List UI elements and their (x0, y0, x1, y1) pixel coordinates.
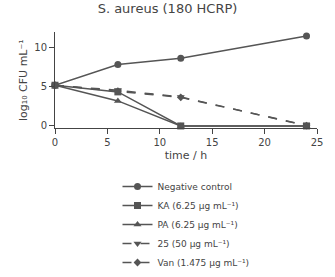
svg-text:25 (50 μg mL⁻¹): 25 (50 μg mL⁻¹) (158, 239, 230, 249)
svg-text:time / h: time / h (165, 149, 208, 162)
svg-text:5: 5 (104, 137, 110, 148)
svg-text:10: 10 (153, 137, 166, 148)
svg-text:0: 0 (52, 137, 58, 148)
svg-text:log₁₀ CFU mL⁻¹: log₁₀ CFU mL⁻¹ (17, 39, 30, 121)
svg-text:0: 0 (41, 120, 47, 131)
svg-text:S. aureus (180 HCRP): S. aureus (180 HCRP) (98, 1, 238, 16)
svg-text:15: 15 (206, 137, 219, 148)
svg-text:KA (6.25 μg mL⁻¹): KA (6.25 μg mL⁻¹) (158, 201, 239, 211)
svg-text:Van (1.475 μg mL⁻¹): Van (1.475 μg mL⁻¹) (158, 258, 250, 268)
svg-text:20: 20 (258, 137, 271, 148)
svg-text:10: 10 (34, 42, 47, 53)
svg-text:5: 5 (41, 81, 47, 92)
svg-text:PA (6.25 μg mL⁻¹): PA (6.25 μg mL⁻¹) (158, 220, 238, 230)
svg-text:Negative control: Negative control (158, 182, 232, 192)
svg-text:25: 25 (311, 137, 324, 148)
